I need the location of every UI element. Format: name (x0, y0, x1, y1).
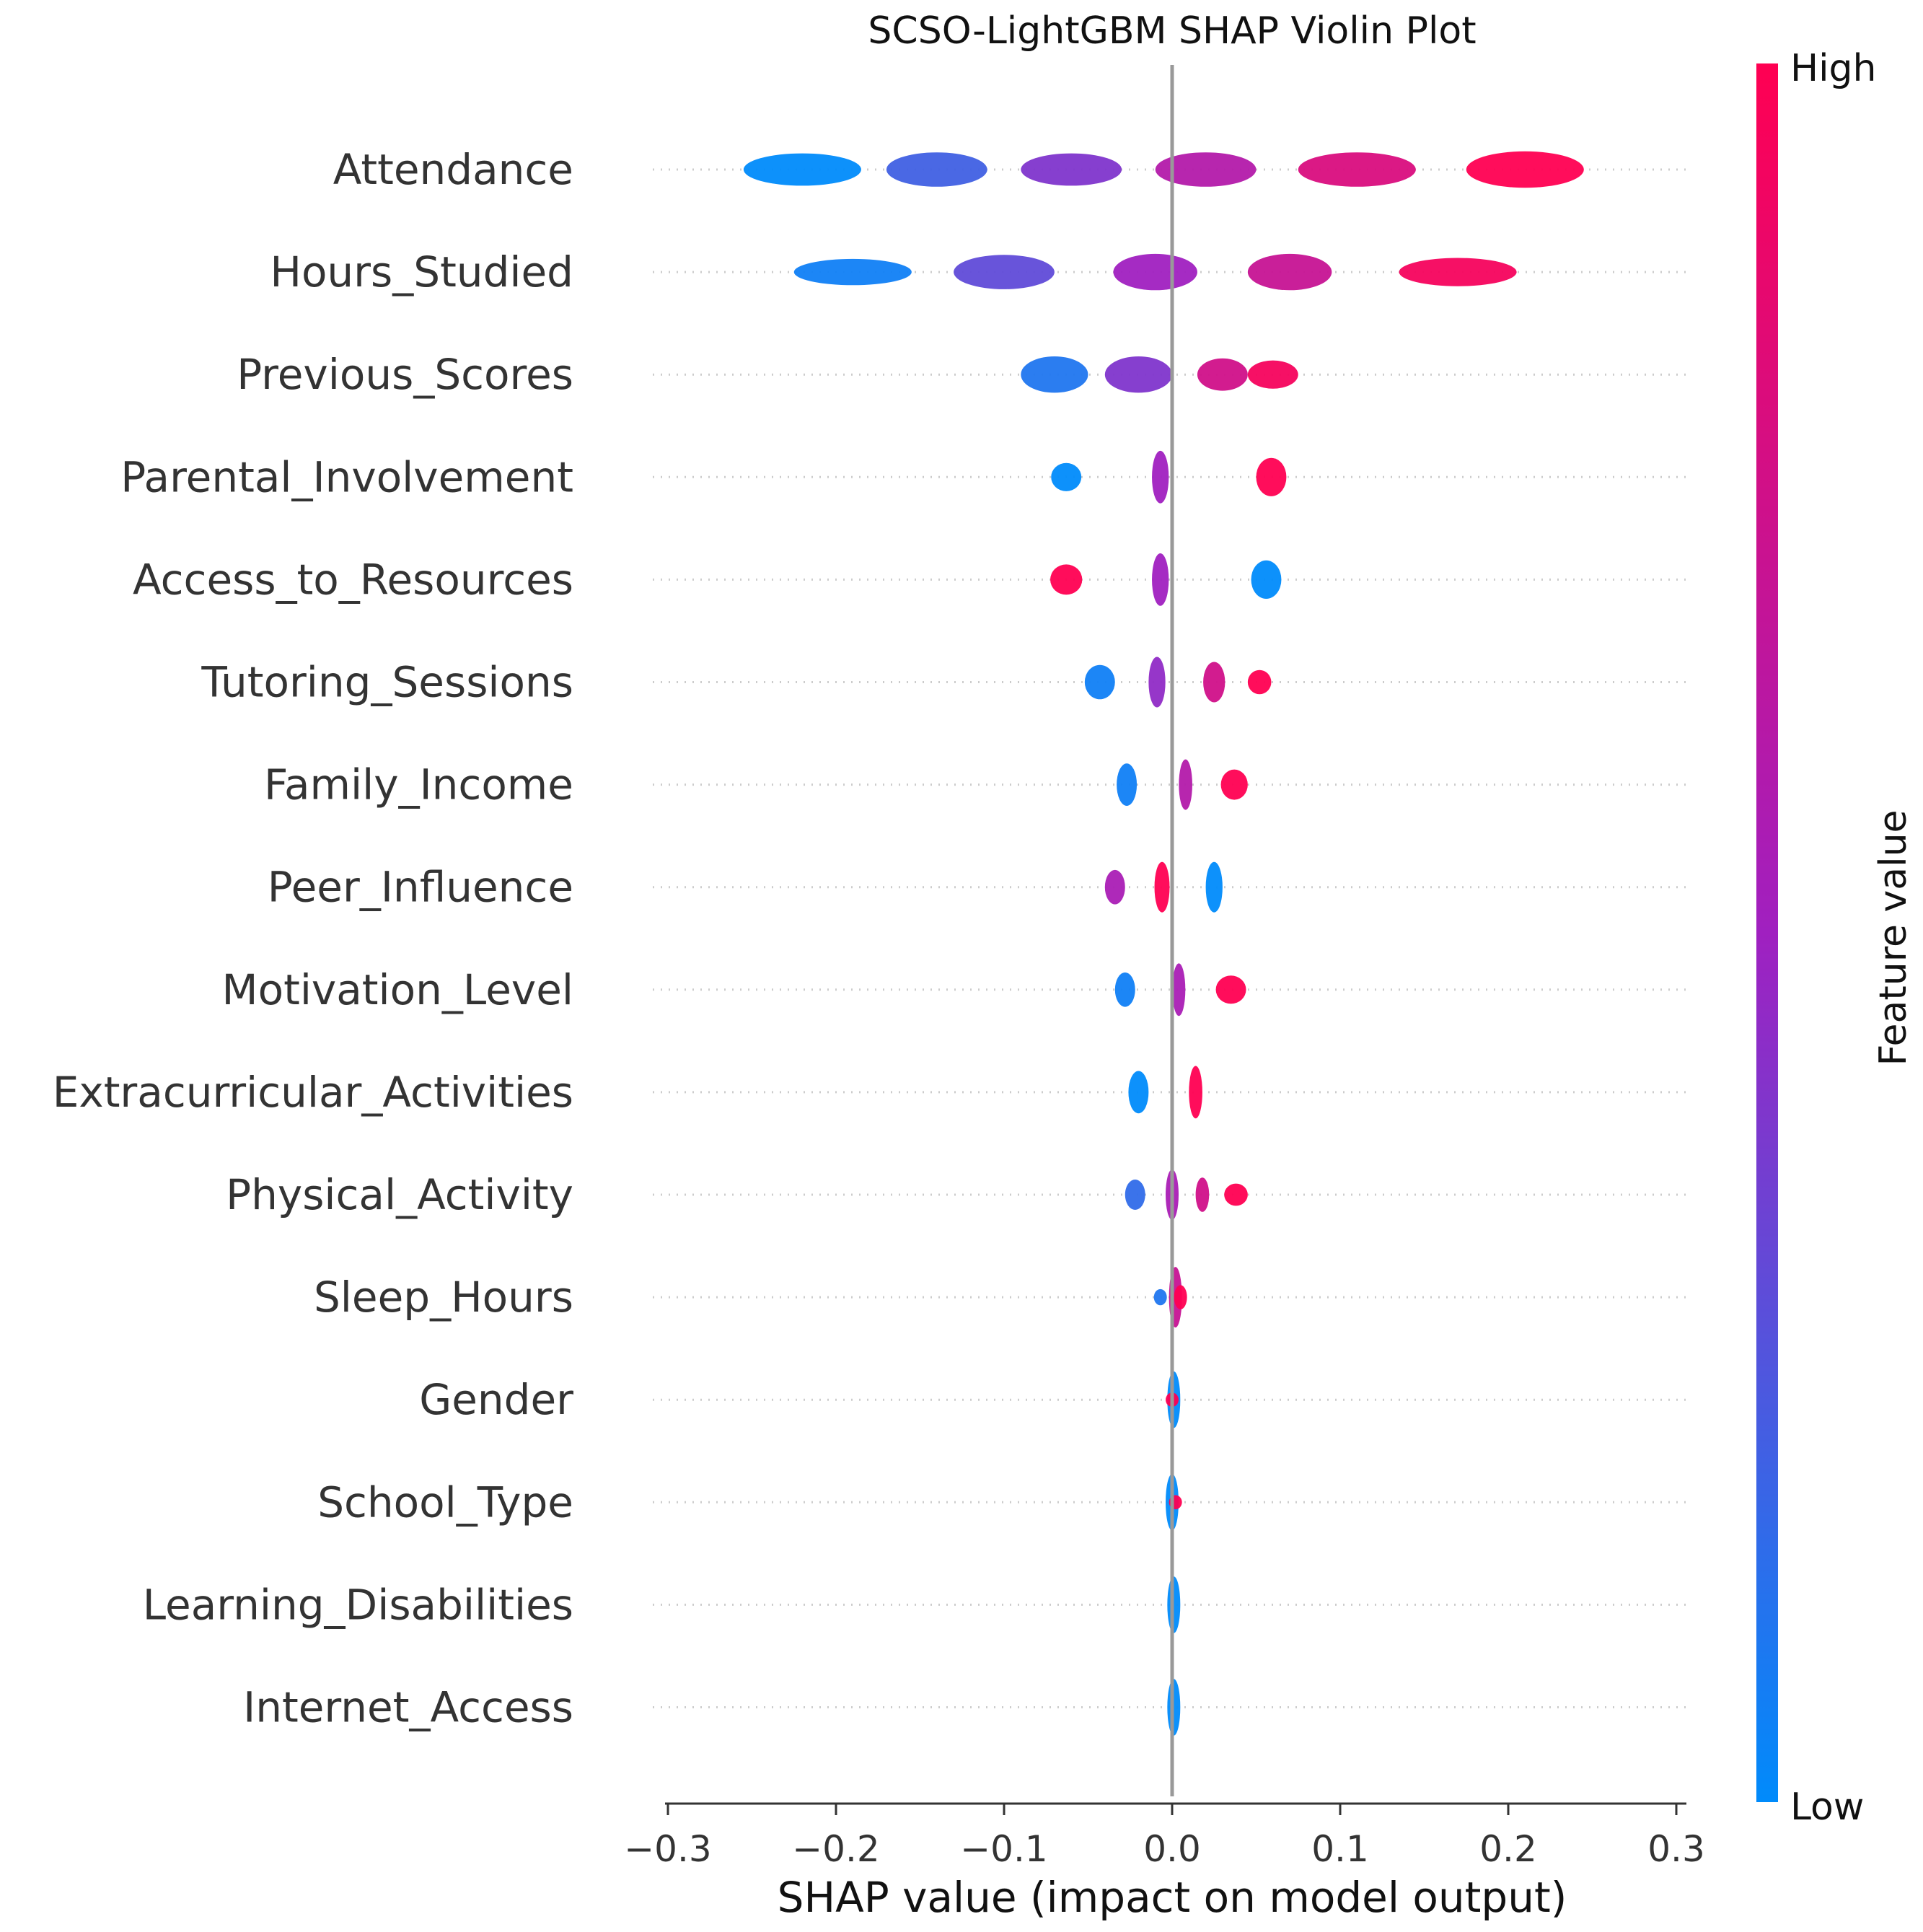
violin-cluster (1174, 1285, 1187, 1309)
colorbar: High Low Feature value (1756, 47, 1915, 1829)
violin-cluster (1220, 769, 1248, 800)
violin-cluster (1051, 462, 1082, 491)
x-axis: −0.3 −0.2 −0.1 0.0 0.1 0.2 0.3 (624, 1802, 1705, 1870)
violin-cluster (1251, 560, 1282, 600)
violin-cluster (1117, 763, 1137, 806)
violin-cluster (886, 152, 987, 187)
colorbar-title: Feature value (1872, 809, 1915, 1066)
violin-cluster (1179, 759, 1192, 810)
colorbar-gradient (1756, 63, 1778, 1802)
violin-cluster (1050, 564, 1083, 595)
feature-label: Extracurricular_Activities (53, 1068, 573, 1117)
feature-label: Previous_Scores (237, 350, 573, 399)
violin-cluster (1256, 457, 1287, 496)
violin-cluster (1172, 963, 1186, 1017)
violin-cluster (1153, 1288, 1167, 1306)
x-tick-label: −0.1 (960, 1828, 1047, 1870)
violin-cluster (793, 258, 912, 286)
violin-cluster (1466, 151, 1584, 188)
violin-cluster (1128, 1071, 1149, 1114)
x-tick-label: 0.1 (1311, 1828, 1369, 1870)
x-tick-label: −0.2 (792, 1828, 879, 1870)
violin-cluster (1125, 1180, 1145, 1210)
feature-labels: Attendance Hours_Studied Previous_Scores Pa… (53, 145, 573, 1732)
violin-cluster (1189, 1066, 1202, 1119)
chart-title: SCSO-LightGBM SHAP Violin Plot (868, 9, 1476, 53)
feature-label: Parental_Involvement (120, 452, 573, 501)
violin-cluster (1298, 152, 1416, 187)
violin-cluster (1224, 1183, 1248, 1206)
colorbar-low-label: Low (1790, 1786, 1864, 1829)
feature-label: Family_Income (264, 760, 573, 809)
colorbar-high-label: High (1790, 47, 1877, 90)
violin-cluster (1021, 356, 1088, 393)
violin-cluster (1205, 861, 1223, 913)
violin-cluster (1152, 553, 1169, 606)
violin-cluster (1021, 153, 1122, 186)
violin-cluster (743, 153, 861, 186)
feature-label: Physical_Activity (226, 1170, 573, 1219)
violin-cluster (1104, 869, 1125, 905)
violin-cluster (1399, 258, 1517, 286)
violin-cluster (1104, 356, 1172, 393)
feature-label: School_Type (317, 1477, 573, 1527)
x-tick-label: 0.3 (1647, 1828, 1705, 1870)
x-tick-label: −0.3 (624, 1828, 711, 1870)
violin-cluster (1154, 861, 1170, 913)
violin-cluster (1195, 1177, 1210, 1212)
violin-cluster (1247, 360, 1298, 389)
violin-cluster (954, 255, 1055, 289)
violin-cluster (1114, 972, 1135, 1007)
violin-cluster (1247, 253, 1332, 291)
violin-cluster (1215, 975, 1246, 1004)
violin-cluster (1113, 253, 1197, 291)
feature-label: Hours_Studied (270, 247, 573, 297)
x-tick-label: 0.2 (1479, 1828, 1537, 1870)
x-axis-label: SHAP value (impact on model output) (778, 1873, 1567, 1922)
feature-label: Access_to_Resources (133, 555, 573, 604)
violin-cluster (1084, 664, 1115, 700)
violin-cluster (1148, 657, 1166, 708)
feature-label: Internet_Access (243, 1683, 573, 1732)
feature-label: Sleep_Hours (314, 1273, 573, 1322)
feature-label: Tutoring_Sessions (201, 658, 573, 707)
x-tick-label: 0.0 (1143, 1828, 1201, 1870)
violin-cluster (1247, 669, 1272, 695)
violin-cluster (1155, 152, 1257, 187)
feature-label: Learning_Disabilities (143, 1580, 573, 1629)
violin-cluster (1152, 450, 1169, 504)
violin-cluster (1203, 662, 1225, 703)
feature-label: Gender (419, 1375, 573, 1424)
feature-label: Peer_Influence (268, 863, 573, 912)
feature-label: Motivation_Level (222, 965, 573, 1014)
feature-label: Attendance (333, 145, 573, 194)
violin-cluster (1197, 358, 1248, 391)
